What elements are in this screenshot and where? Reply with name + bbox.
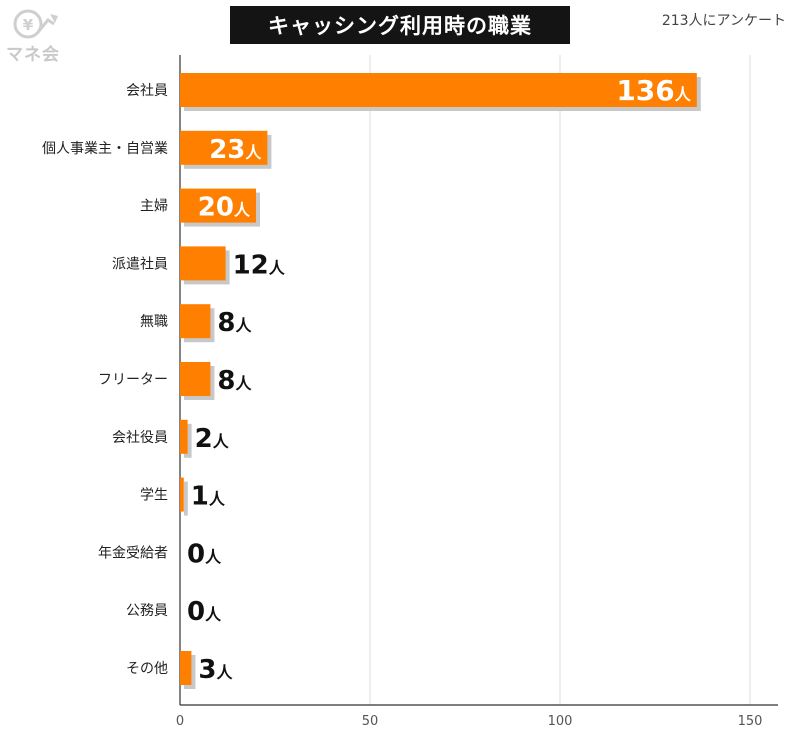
category-label-6: 会社役員 bbox=[112, 430, 168, 446]
category-label-0: 会社員 bbox=[126, 83, 168, 99]
x-tick-label-3: 150 bbox=[738, 714, 763, 729]
x-tick-label-1: 50 bbox=[362, 714, 379, 729]
x-tick-label-0: 0 bbox=[176, 714, 184, 729]
category-label-5: フリーター bbox=[98, 372, 168, 388]
category-label-10: その他 bbox=[126, 661, 168, 677]
bar-0 bbox=[180, 73, 697, 107]
value-label-1: 23人 bbox=[209, 135, 262, 165]
brand-logo: ¥ マネ会 bbox=[2, 4, 64, 66]
bar-3 bbox=[180, 246, 226, 281]
bar-10 bbox=[180, 651, 192, 685]
x-tick-label-2: 100 bbox=[548, 714, 573, 729]
value-label-2: 20人 bbox=[198, 193, 251, 223]
svg-text:¥: ¥ bbox=[23, 16, 34, 34]
category-label-4: 無職 bbox=[140, 314, 168, 330]
bar-shadow-7 bbox=[184, 481, 188, 516]
value-label-3: 12人 bbox=[233, 250, 286, 280]
bar-2 bbox=[180, 188, 256, 223]
value-label-5: 8人 bbox=[217, 366, 252, 396]
value-label-10: 3人 bbox=[198, 655, 233, 685]
value-label-6: 2人 bbox=[195, 424, 230, 454]
logo-wordmark: マネ会 bbox=[6, 45, 60, 65]
category-label-3: 派遣社員 bbox=[112, 256, 168, 272]
category-label-8: 年金受給者 bbox=[98, 545, 168, 561]
value-label-0: 136人 bbox=[616, 74, 691, 107]
category-label-9: 公務員 bbox=[126, 603, 168, 619]
category-label-2: 主婦 bbox=[140, 198, 168, 215]
bar-shadow-6 bbox=[184, 423, 192, 458]
value-label-7: 1人 bbox=[191, 482, 226, 512]
bar-6 bbox=[180, 419, 188, 454]
value-label-4: 8人 bbox=[217, 308, 252, 338]
survey-note: 213人にアンケート bbox=[661, 13, 786, 29]
category-label-7: 学生 bbox=[140, 488, 168, 504]
bar-7 bbox=[180, 477, 184, 512]
value-label-8: 0人 bbox=[187, 539, 222, 569]
yen-coin-icon: ¥ bbox=[13, 9, 58, 39]
value-label-9: 0人 bbox=[187, 597, 222, 627]
bar-4 bbox=[180, 304, 211, 339]
chart-title: キャッシング利用時の職業 bbox=[230, 6, 570, 44]
bar-1 bbox=[180, 130, 268, 165]
category-label-1: 個人事業主・自営業 bbox=[42, 141, 168, 157]
bar-5 bbox=[180, 362, 211, 396]
